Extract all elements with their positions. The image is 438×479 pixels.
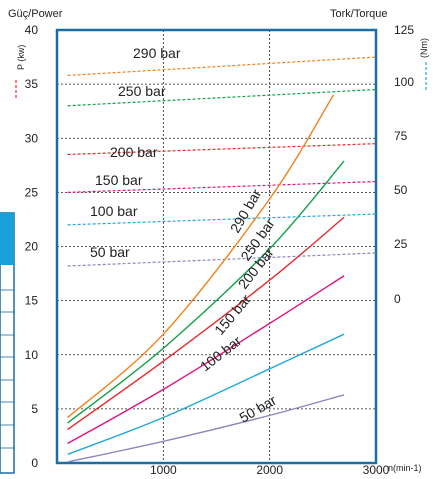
x-unit-label: n(min-1)	[388, 463, 422, 473]
y-left-tick-label: 15	[25, 294, 39, 308]
right-axis-unit: (Nm)	[419, 38, 429, 58]
grid	[57, 30, 376, 463]
right-unit-group: (Nm)	[419, 38, 429, 90]
y-left-tick-label: 25	[25, 185, 39, 199]
power-curve	[67, 216, 345, 431]
torque-label: 100 bar	[90, 203, 138, 219]
torque-line	[67, 143, 377, 156]
torque-label: 200 bar	[110, 144, 158, 160]
y-right-tick-label: 25	[394, 237, 408, 251]
y-left-tick-label: 40	[25, 23, 39, 37]
y-left-tick-label: 5	[31, 402, 38, 416]
left-axis-title: Güç/Power	[8, 8, 63, 20]
plot-border	[55, 28, 378, 465]
power-series	[67, 94, 345, 463]
power-curve	[67, 394, 345, 463]
power-curve	[67, 333, 345, 455]
y-right-tick-label: 100	[394, 75, 414, 89]
torque-label: 250 bar	[118, 83, 166, 99]
torque-line	[67, 180, 377, 193]
left-unit-group: P (kw)	[15, 45, 26, 98]
right-axis-title: Tork/Torque	[330, 8, 387, 20]
y-left-tick-label: 20	[25, 240, 39, 254]
left-axis-unit: P (kw)	[16, 45, 26, 70]
y-left-tick-label: 35	[25, 77, 39, 91]
y-right-tick-label: 75	[394, 129, 408, 143]
y-right-tick-label: 0	[394, 292, 401, 306]
x-tick-label: 1000	[150, 463, 177, 477]
y-left-tick-label: 30	[25, 131, 39, 145]
power-curve	[67, 160, 345, 424]
torque-line	[67, 88, 377, 107]
power-label: 100 bar	[197, 332, 245, 374]
power-curve	[67, 94, 335, 419]
torque-series	[67, 56, 377, 267]
y-left-tick-label: 10	[25, 348, 39, 362]
x-tick-label: 2000	[256, 463, 283, 477]
torque-line	[67, 213, 377, 226]
torque-line	[67, 252, 377, 267]
power-label: 50 bar	[237, 392, 280, 426]
tick-labels: 0 5 10 15 20 25 30 35 40 0 25 50 75 100 125 1000 2000 300…	[25, 23, 415, 477]
torque-line	[67, 56, 377, 77]
y-right-tick-label: 125	[394, 23, 414, 37]
y-right-tick-label: 50	[394, 183, 408, 197]
torque-label: 50 bar	[90, 244, 130, 260]
power-curve	[67, 275, 345, 445]
cropped-table	[0, 212, 15, 474]
x-tick-label: 3000	[363, 463, 390, 477]
torque-label: 290 bar	[133, 45, 181, 61]
plot-frame	[55, 28, 378, 465]
power-label: 150 bar	[211, 291, 254, 338]
y-left-tick-label: 0	[31, 456, 38, 470]
torque-label: 150 bar	[95, 172, 143, 188]
